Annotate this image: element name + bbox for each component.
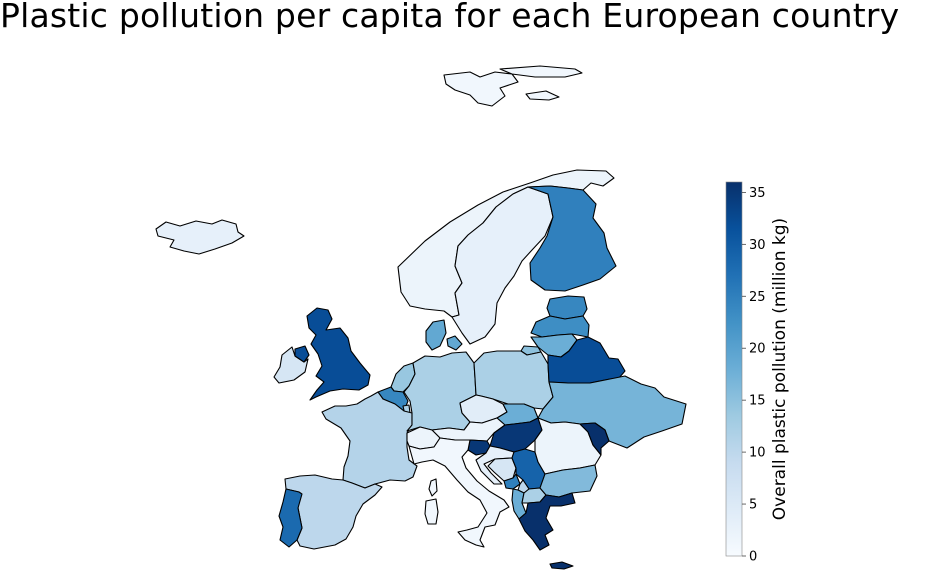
region-portugal[interactable] [278, 488, 303, 548]
region-iceland[interactable] [155, 219, 245, 255]
region-crete[interactable] [549, 561, 574, 570]
europe-map [155, 65, 687, 570]
region-sweden[interactable] [451, 186, 554, 345]
colorbar-tick-label: 5 [749, 498, 757, 513]
region-moldova[interactable] [579, 422, 610, 456]
colorbar-gradient [725, 181, 743, 557]
colorbar-tick-label: 35 [749, 186, 766, 201]
colorbar-tick-label: 0 [749, 550, 757, 565]
region-finland[interactable] [527, 185, 617, 292]
colorbar-tick-label: 30 [749, 238, 766, 253]
region-northern-ireland[interactable] [294, 345, 310, 363]
region-corsica[interactable] [428, 478, 438, 497]
colorbar-label: Overall plastic pollution (million kg) [770, 218, 790, 520]
region-svalbard[interactable] [443, 65, 583, 107]
region-bulgaria[interactable] [539, 464, 598, 498]
map-title: Plastic pollution per capita for each Eu… [0, 0, 900, 35]
colorbar: 0 5 10 15 20 25 30 35 Overall plastic pollution… [725, 181, 790, 565]
region-latvia[interactable] [530, 315, 590, 338]
colorbar-tick-label: 25 [749, 290, 766, 305]
region-italy[interactable] [408, 437, 510, 548]
region-estonia[interactable] [546, 295, 588, 320]
colorbar-tick-label: 10 [749, 446, 766, 461]
colorbar-ticks: 0 5 10 15 20 25 30 35 [742, 186, 766, 565]
region-croatia[interactable] [475, 445, 515, 485]
region-denmark[interactable] [425, 319, 463, 351]
region-united-kingdom[interactable] [306, 307, 371, 401]
region-sardinia[interactable] [424, 498, 439, 525]
colorbar-tick-label: 20 [749, 342, 766, 357]
colorbar-tick-label: 15 [749, 394, 766, 409]
region-germany[interactable] [403, 351, 477, 432]
region-greece[interactable] [518, 492, 576, 551]
